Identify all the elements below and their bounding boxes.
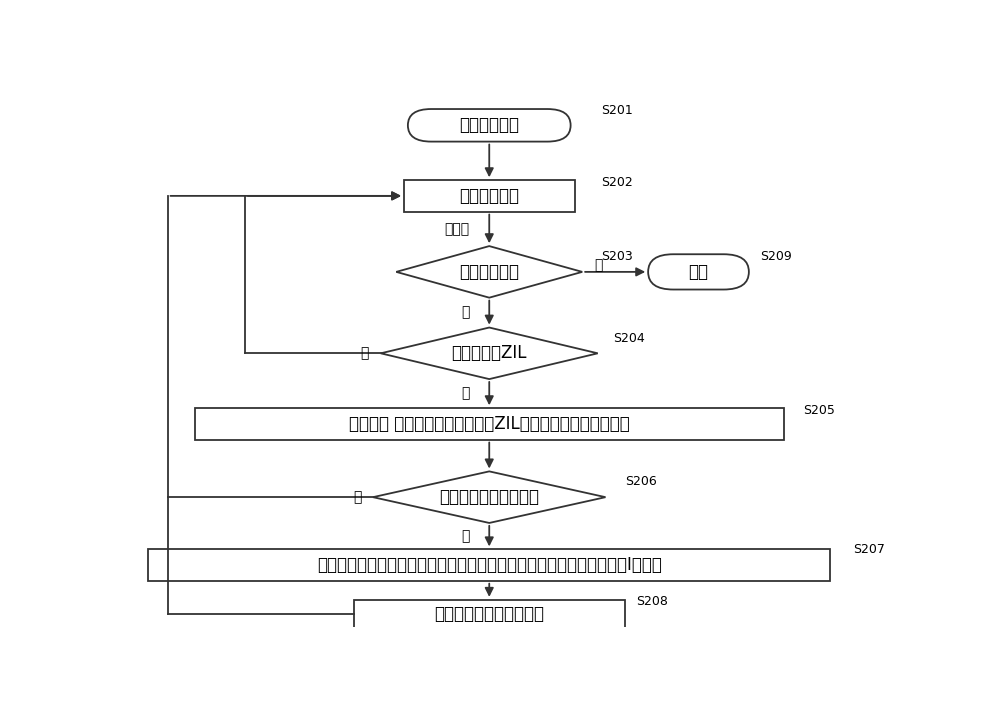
FancyBboxPatch shape bbox=[195, 408, 784, 440]
Text: 下一条: 下一条 bbox=[445, 222, 470, 236]
Text: 线路阻抗＜ZIL: 线路阻抗＜ZIL bbox=[452, 344, 527, 362]
Text: 删除两侧节点相同的线路: 删除两侧节点相同的线路 bbox=[434, 605, 544, 623]
FancyBboxPatch shape bbox=[404, 180, 574, 211]
Text: S209: S209 bbox=[761, 250, 792, 263]
Text: 否: 否 bbox=[361, 346, 369, 360]
Polygon shape bbox=[381, 328, 598, 379]
Text: 线路遍历完毕: 线路遍历完毕 bbox=[459, 263, 519, 281]
Text: 是: 是 bbox=[594, 258, 602, 272]
Text: S203: S203 bbox=[602, 250, 633, 263]
Polygon shape bbox=[373, 472, 606, 523]
Text: 从线路的 侧节点按线路阻抗值＜ZIL为连通条件宽度优先搜索: 从线路的 侧节点按线路阻抗值＜ZIL为连通条件宽度优先搜索 bbox=[349, 415, 630, 433]
Text: S204: S204 bbox=[613, 331, 645, 345]
Text: S205: S205 bbox=[803, 404, 835, 417]
Text: 所有线路循环: 所有线路循环 bbox=[459, 187, 519, 205]
FancyBboxPatch shape bbox=[354, 600, 625, 628]
Text: 电网线路集合: 电网线路集合 bbox=[459, 116, 519, 135]
FancyBboxPatch shape bbox=[148, 549, 830, 581]
Text: 是: 是 bbox=[461, 386, 470, 400]
Text: 电网中所有设备节点为节点集合中的节点时，将该设备节点赋值为线路I侧节点: 电网中所有设备节点为节点集合中的节点时，将该设备节点赋值为线路I侧节点 bbox=[317, 556, 662, 574]
FancyBboxPatch shape bbox=[648, 255, 749, 290]
Text: 节点集合满足合并条件: 节点集合满足合并条件 bbox=[439, 488, 539, 506]
Text: S208: S208 bbox=[637, 595, 668, 608]
Text: 否: 否 bbox=[461, 305, 470, 319]
Text: S202: S202 bbox=[602, 176, 633, 189]
Text: 完成: 完成 bbox=[688, 263, 708, 281]
Text: 否: 否 bbox=[353, 490, 361, 504]
Text: S207: S207 bbox=[854, 544, 885, 556]
Text: 是: 是 bbox=[461, 529, 470, 543]
Polygon shape bbox=[396, 246, 582, 298]
Text: S206: S206 bbox=[625, 475, 657, 489]
Text: S201: S201 bbox=[602, 104, 633, 117]
FancyBboxPatch shape bbox=[408, 109, 571, 142]
